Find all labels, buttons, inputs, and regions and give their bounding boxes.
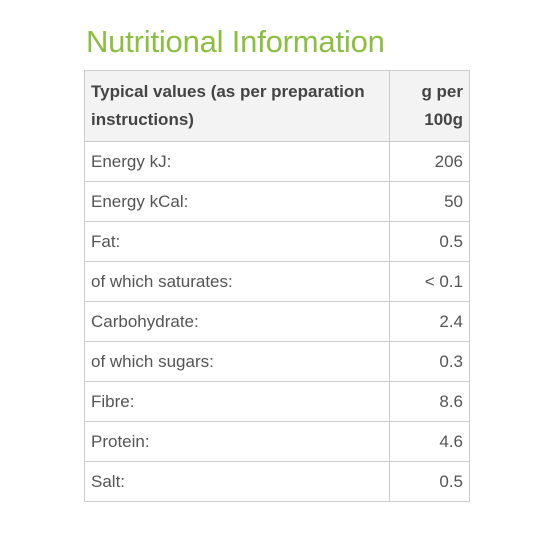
row-label: of which saturates: xyxy=(84,261,390,302)
row-label: Energy kJ: xyxy=(84,141,390,182)
row-label: Protein: xyxy=(84,421,390,462)
table-row: Salt: 0.5 xyxy=(84,461,470,502)
table-row: Carbohydrate: 2.4 xyxy=(84,301,470,342)
row-value: 0.3 xyxy=(389,341,470,382)
row-value: 206 xyxy=(389,141,470,182)
table-row: Energy kCal: 50 xyxy=(84,181,470,222)
table-body: Energy kJ: 206 Energy kCal: 50 Fat: 0.5 … xyxy=(84,141,470,502)
row-label: Fibre: xyxy=(84,381,390,422)
row-label: Carbohydrate: xyxy=(84,301,390,342)
header-label-cell: Typical values (as per preparation instr… xyxy=(84,70,390,142)
row-value: 0.5 xyxy=(389,461,470,502)
row-value: 0.5 xyxy=(389,221,470,262)
row-label: Fat: xyxy=(84,221,390,262)
table-row: of which sugars: 0.3 xyxy=(84,341,470,382)
table-row: Fibre: 8.6 xyxy=(84,381,470,422)
table-row: Protein: 4.6 xyxy=(84,421,470,462)
row-label: Energy kCal: xyxy=(84,181,390,222)
nutrition-table: Typical values (as per preparation instr… xyxy=(84,70,470,502)
table-row: of which saturates: < 0.1 xyxy=(84,261,470,302)
row-label: Salt: xyxy=(84,461,390,502)
header-row: Typical values (as per preparation instr… xyxy=(84,70,470,142)
table-row: Energy kJ: 206 xyxy=(84,141,470,182)
row-value: < 0.1 xyxy=(389,261,470,302)
row-label: of which sugars: xyxy=(84,341,390,382)
row-value: 50 xyxy=(389,181,470,222)
table-header: Typical values (as per preparation instr… xyxy=(84,70,470,142)
row-value: 8.6 xyxy=(389,381,470,422)
table-row: Fat: 0.5 xyxy=(84,221,470,262)
header-value-cell: g per 100g xyxy=(389,70,470,142)
row-value: 4.6 xyxy=(389,421,470,462)
row-value: 2.4 xyxy=(389,301,470,342)
page-title: Nutritional Information xyxy=(86,24,385,59)
